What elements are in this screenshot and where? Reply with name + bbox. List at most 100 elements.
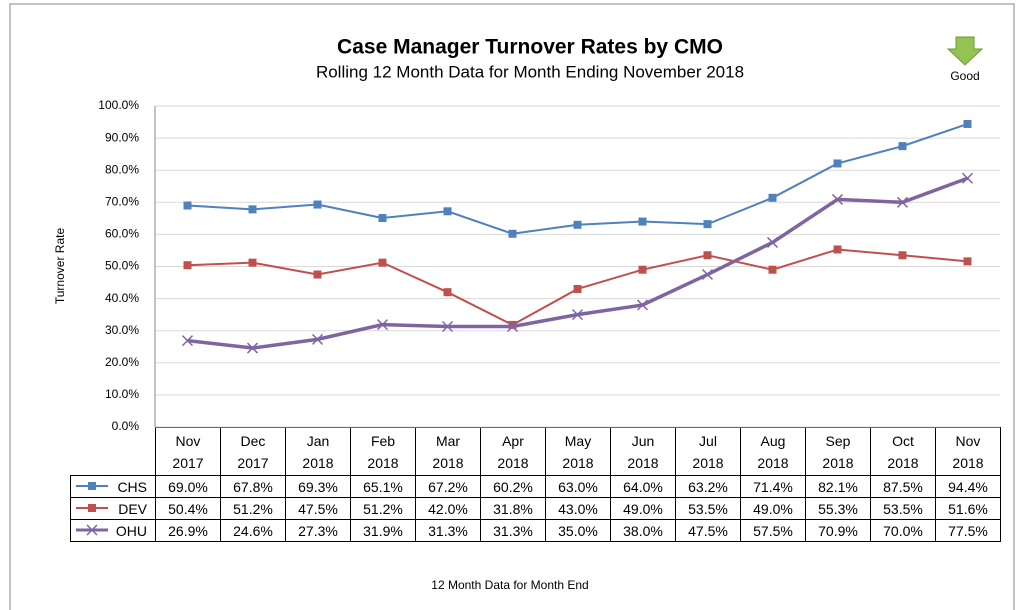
marker (88, 482, 96, 490)
y-tick-label: 30.0% (105, 323, 139, 337)
x-tick-label-text: Jan 2018 (302, 432, 334, 471)
table-value-text: 31.8% (493, 500, 533, 517)
table-value-text: 51.2% (233, 500, 273, 517)
y-tick-label: 80.0% (105, 162, 139, 176)
table-value-text: 65.1% (363, 478, 403, 495)
marker (443, 288, 452, 297)
legend-entry-text: CHS (117, 478, 147, 495)
table-value-text: 55.3% (818, 500, 858, 517)
x-tick-label-text: Aug 2018 (757, 432, 789, 471)
marker (703, 251, 712, 260)
table-value-text: 70.0% (883, 522, 923, 539)
annotation: Good (950, 69, 979, 83)
marker (248, 258, 257, 267)
table-value-text: 35.0% (558, 522, 598, 539)
x-tick-label-text: Feb 2018 (367, 432, 399, 471)
marker (508, 229, 517, 238)
marker (768, 265, 777, 274)
marker (766, 236, 779, 248)
table-value-text: 87.5% (883, 478, 923, 495)
marker (506, 320, 519, 333)
table-value-text: 49.0% (623, 500, 663, 517)
marker (443, 207, 452, 216)
y-axis-label: Turnover Rate (53, 228, 67, 305)
x-tick-label-text: Jul 2018 (692, 432, 724, 471)
chart-title: Case Manager Turnover Rates by CMO (337, 36, 723, 59)
y-tick-label: 0.0% (112, 419, 140, 433)
table-value-text: 94.4% (948, 478, 988, 495)
marker (963, 119, 972, 128)
good-arrow (946, 36, 984, 66)
legend-entry-text: DEV (118, 500, 147, 517)
x-tick-label-text: Mar 2018 (432, 432, 464, 471)
marker (638, 217, 647, 226)
marker (768, 193, 777, 202)
table-value-text: 67.2% (428, 478, 468, 495)
x-tick-label-text: May 2018 (562, 432, 594, 471)
marker (636, 299, 649, 311)
marker (183, 201, 192, 210)
marker (86, 524, 98, 536)
marker (313, 200, 322, 209)
x-tick-label-text: Sep 2018 (822, 432, 854, 471)
chart-border (9, 3, 1015, 610)
marker (183, 261, 192, 270)
x-tick-label-text: Dec 2017 (237, 432, 269, 471)
marker (571, 309, 584, 321)
legend-entry-text: OHU (115, 522, 147, 539)
marker (311, 333, 324, 345)
table-value-text: 26.9% (168, 522, 208, 539)
marker (573, 284, 582, 293)
table-value-text: 49.0% (753, 500, 793, 517)
x-tick-label-text: Nov 2018 (952, 432, 984, 471)
table-value-text: 67.8% (233, 478, 273, 495)
marker (638, 265, 647, 274)
table-value-text: 31.9% (363, 522, 403, 539)
marker (896, 196, 909, 208)
table-value-text: 82.1% (818, 478, 858, 495)
marker (248, 205, 257, 214)
table-value-text: 63.0% (558, 478, 598, 495)
marker (898, 251, 907, 260)
table-value-text: 24.6% (233, 522, 273, 539)
marker (703, 220, 712, 229)
marker (378, 258, 387, 267)
table-value-text: 53.5% (688, 500, 728, 517)
marker (833, 245, 842, 254)
marker (441, 320, 454, 333)
table-value-text: 47.5% (298, 500, 338, 517)
chart-subtitle: Rolling 12 Month Data for Month Ending N… (316, 62, 744, 81)
marker (246, 342, 259, 354)
table-value-text: 71.4% (753, 478, 793, 495)
table-value-text: 60.2% (493, 478, 533, 495)
table-value-text: 31.3% (428, 522, 468, 539)
y-tick-label: 90.0% (105, 130, 139, 144)
series-line (187, 123, 968, 235)
table-value-text: 57.5% (753, 522, 793, 539)
marker (313, 270, 322, 279)
table-value-text: 47.5% (688, 522, 728, 539)
marker (378, 214, 387, 223)
marker (831, 193, 844, 205)
y-tick-label: 40.0% (105, 291, 139, 305)
x-tick-label-text: Apr 2018 (497, 432, 529, 471)
y-tick-label: 20.0% (105, 355, 139, 369)
marker (573, 220, 582, 229)
table-value-text: 50.4% (168, 500, 208, 517)
table-value-text: 64.0% (623, 478, 663, 495)
marker (701, 268, 714, 281)
y-tick-label: 70.0% (105, 194, 139, 208)
y-tick-label: 60.0% (105, 227, 139, 241)
table-value-text: 51.2% (363, 500, 403, 517)
marker (963, 257, 972, 266)
x-tick-label-text: Nov 2017 (172, 432, 204, 471)
table-value-text: 53.5% (883, 500, 923, 517)
y-tick-label: 10.0% (105, 387, 139, 401)
table-value: 77.5% (935, 519, 1001, 542)
table-value-text: 70.9% (818, 522, 858, 539)
marker (88, 504, 96, 512)
table-value-text: 69.3% (298, 478, 338, 495)
y-tick-label: 100.0% (98, 98, 139, 112)
marker (376, 319, 389, 331)
